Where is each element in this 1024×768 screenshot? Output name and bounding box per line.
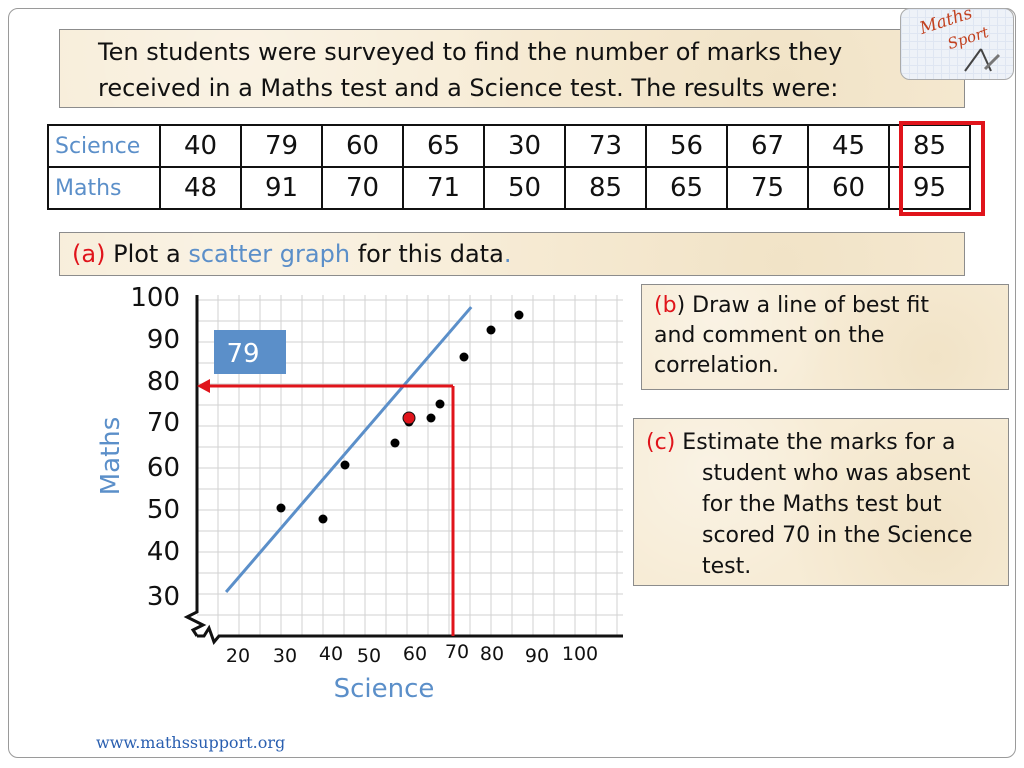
part-c-line-4: scored 70 in the Science <box>702 523 973 548</box>
maths-cell: 75 <box>726 166 809 210</box>
science-cell: 40 <box>159 124 242 168</box>
intro-box: Ten students were surveyed to find the n… <box>59 29 965 108</box>
y-tick-label: 90 <box>147 325 180 355</box>
part-a-dot: . <box>503 240 512 268</box>
x-axis-label: Science <box>334 674 435 704</box>
maths-cell: 48 <box>159 166 242 210</box>
science-cell: 67 <box>726 124 809 168</box>
best-fit-group <box>224 306 473 593</box>
data-point <box>459 352 469 362</box>
data-point <box>486 325 496 335</box>
y-tick-label: 50 <box>147 495 180 525</box>
maths-cell: 70 <box>321 166 404 210</box>
chart-ticks: 20 30 40 50 60 70 80 90 100 30 40 50 60 70 80 90 100 <box>130 283 598 667</box>
data-point <box>318 514 328 524</box>
part-b-line-1: Draw a line of best fit <box>692 293 930 318</box>
y-tick-label: 100 <box>130 283 180 313</box>
part-c-line-2: student who was absent <box>702 461 971 486</box>
estimate-label: 79 <box>226 339 259 369</box>
science-cell: 45 <box>807 124 890 168</box>
part-a-letter: (a) <box>72 240 106 268</box>
data-point <box>435 399 445 409</box>
science-cell: 56 <box>645 124 728 168</box>
data-point <box>426 413 436 423</box>
x-tick-label: 40 <box>319 643 343 665</box>
maths-cell: 50 <box>483 166 566 210</box>
best-fit-line <box>224 306 473 593</box>
data-point <box>276 503 286 513</box>
estimate-guides <box>197 379 455 636</box>
footer-url: www.mathssupport.org <box>96 733 286 752</box>
part-a-text-1: Plot a <box>113 240 189 268</box>
maths-cell: 91 <box>240 166 323 210</box>
row-label-maths: Maths <box>47 166 161 210</box>
x-tick-label: 50 <box>357 645 381 667</box>
science-cell: 79 <box>240 124 323 168</box>
highlight-column-box <box>899 121 985 216</box>
data-point <box>514 310 524 320</box>
x-tick-label: 100 <box>562 643 598 665</box>
part-a-scatter-graph: scatter graph <box>188 240 351 268</box>
part-c-box: (c) Estimate the marks for a student who… <box>633 418 1009 586</box>
part-a-box: (a) Plot a scatter graph for this data. <box>59 232 965 276</box>
x-tick-label: 60 <box>403 643 427 665</box>
x-tick-label: 80 <box>480 643 504 665</box>
maths-support-logo: Maths Sport <box>900 8 1014 80</box>
y-tick-label: 30 <box>147 582 180 612</box>
maths-cell: 65 <box>645 166 728 210</box>
y-axis <box>183 295 207 637</box>
part-b-box: (b) Draw a line of best fit and comment … <box>641 284 1009 390</box>
maths-cell: 60 <box>807 166 890 210</box>
part-c-line-5: test. <box>702 554 752 579</box>
chart-axes <box>183 295 623 645</box>
science-cell: 65 <box>402 124 485 168</box>
part-c-line-3: for the Maths test but <box>702 492 942 517</box>
part-b-line-3: correlation. <box>654 353 780 378</box>
x-tick-label: 20 <box>226 645 250 667</box>
data-point <box>390 438 400 448</box>
part-b-letter: (b <box>654 293 677 318</box>
part-b-line-2: and comment on the <box>654 323 885 348</box>
estimate-arrowhead <box>197 379 210 393</box>
maths-cell: 85 <box>564 166 647 210</box>
highlighted-data-point <box>402 411 416 425</box>
y-axis-label: Maths <box>96 417 126 496</box>
data-points <box>276 310 524 524</box>
x-tick-label: 30 <box>273 645 297 667</box>
y-tick-label: 70 <box>147 408 180 438</box>
row-label-science: Science <box>47 124 161 168</box>
intro-line-2: received in a Maths test and a Science t… <box>98 74 839 102</box>
table-row-maths: Maths 48 91 70 71 50 85 65 75 60 95 <box>47 166 971 210</box>
y-tick-label: 40 <box>147 537 180 567</box>
science-cell: 30 <box>483 124 566 168</box>
intro-line-1: Ten students were surveyed to find the n… <box>98 38 843 66</box>
x-axis <box>197 624 623 645</box>
x-tick-label: 90 <box>525 645 549 667</box>
drawing-tools-icon <box>964 48 1001 72</box>
maths-cell: 71 <box>402 166 485 210</box>
data-point <box>340 460 350 470</box>
x-tick-label: 70 <box>445 641 469 663</box>
science-cell: 73 <box>564 124 647 168</box>
results-table: Science 40 79 60 65 30 73 56 67 45 85 Ma… <box>47 124 971 210</box>
y-tick-label: 80 <box>147 367 180 397</box>
part-c-line-1: Estimate the marks for a <box>682 430 956 455</box>
chart-labels: 79 Science Maths <box>96 330 434 704</box>
science-cell: 60 <box>321 124 404 168</box>
y-tick-label: 60 <box>147 453 180 483</box>
estimate-label-box <box>214 330 286 374</box>
part-a-text-2: for this data <box>350 240 504 268</box>
part-c-letter: (c) <box>646 430 676 455</box>
